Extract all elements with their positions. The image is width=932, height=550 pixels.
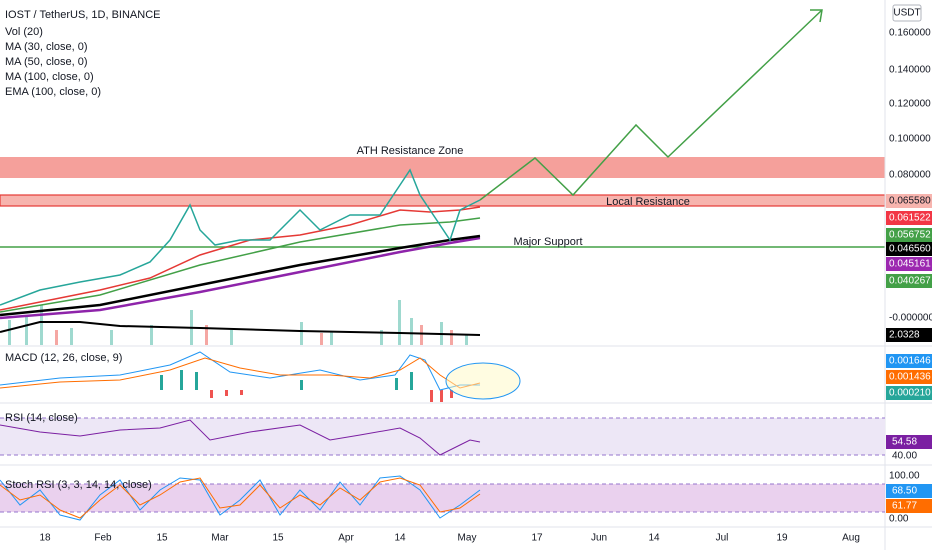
time-tick-label: May [458,533,477,544]
price-tag [886,228,932,242]
symbol-title: IOST / TetherUS, 1D, BINANCE [5,9,160,21]
rsi-line [0,419,481,456]
price-tag [886,257,932,271]
ath-resistance-zone [0,157,885,178]
indicator-label: EMA (100, close, 0) [5,86,101,98]
stoch-tag [886,499,932,513]
pane-title: Stoch RSI (3, 3, 14, 14, close) [5,479,152,491]
highlight-ellipse [445,362,521,400]
rsi-tag [886,435,932,449]
time-axis: 18 Feb 15 Mar 15 Apr 14 May 17 Jun 14 Jul 19 Aug [39,533,859,544]
time-tick-label: Mar [211,533,229,544]
price-tag [886,194,932,208]
ma-50 [0,217,481,313]
stoch-tick-label: 100.00 [889,471,920,482]
price-tick-label: -0.000000 [889,313,932,324]
time-tick-label: Apr [338,533,354,544]
volume-bars-down [55,325,453,345]
stoch-tag-label: 68.50 [892,486,917,497]
rsi-tick-label: 40.00 [892,451,917,462]
price-tick-label: 0.080000 [889,170,931,181]
price-tag-label: 0.040267 [889,276,931,287]
stoch-tag-label: 61.77 [892,501,917,512]
indicator-label: MA (100, close, 0) [5,71,94,83]
pane-title: MACD (12, 26, close, 9) [5,352,122,364]
time-tick-label: Jun [591,533,607,544]
price-tag-label: 0.065580 [889,196,931,207]
price-tag-label: 0.061522 [889,213,931,224]
stoch-tick-label: 0.00 [889,514,909,525]
time-tick-label: Feb [94,533,112,544]
price-tick-label: 0.160000 [889,28,931,39]
projection-arrowhead [810,9,823,23]
macd-tag-label: 0.000210 [889,388,931,399]
macd-tag-label: 0.001646 [889,356,931,367]
indicator-label: MA (30, close, 0) [5,41,88,53]
macd-tag [886,354,932,368]
volume-tag-label: 2.0328 [889,330,920,341]
signal-line [0,357,481,389]
price-tick-label: 0.100000 [889,134,931,145]
ma-30 [0,206,481,311]
price-tick-label: 0.140000 [889,65,931,76]
time-tick-label: Jul [716,533,729,544]
annotation: Major Support [513,236,582,248]
macd-tag [886,386,932,400]
time-tick-label: 15 [272,533,284,544]
projection-path [479,9,823,201]
local-resistance-zone [0,194,886,207]
currency-label: USDT [893,8,920,19]
time-tick-label: Aug [842,533,860,544]
price-tag [886,274,932,288]
annotation: ATH Resistance Zone [357,145,464,157]
time-tick-label: 15 [156,533,168,544]
indicator-label: MA (50, close, 0) [5,56,88,68]
time-tick-label: 19 [776,533,788,544]
stoch-k [0,475,481,521]
price-tag [886,242,932,256]
currency-badge [892,4,922,22]
rsi-tag-label: 54.58 [892,437,917,448]
time-tick-label: 14 [394,533,406,544]
stoch-band [0,484,885,512]
macd-tag-label: 0.001436 [889,372,931,383]
time-tick-label: 18 [39,533,51,544]
stoch-d [0,477,481,519]
price-tag-label: 0.046560 [889,244,931,255]
macd-line [0,351,480,391]
annotation: Local Resistance [606,196,690,208]
volume-ma [0,321,481,336]
price-tag-label: 0.056752 [889,230,931,241]
rsi-band [0,418,885,455]
price-trace [0,168,481,306]
macd-tag [886,370,932,384]
price-tick-label: 0.120000 [889,99,931,110]
price-tag-label: 0.045161 [889,259,931,270]
stoch-tag [886,484,932,498]
time-tick-label: 14 [648,533,660,544]
volume-tag [886,328,932,342]
time-tick-label: 17 [531,533,543,544]
indicator-label: Vol (20) [5,26,43,38]
pane-title: RSI (14, close) [5,412,78,424]
price-tag [886,211,932,225]
macd-histogram [160,370,413,390]
ema-100 [0,236,481,320]
macd-histogram-neg [210,390,453,402]
